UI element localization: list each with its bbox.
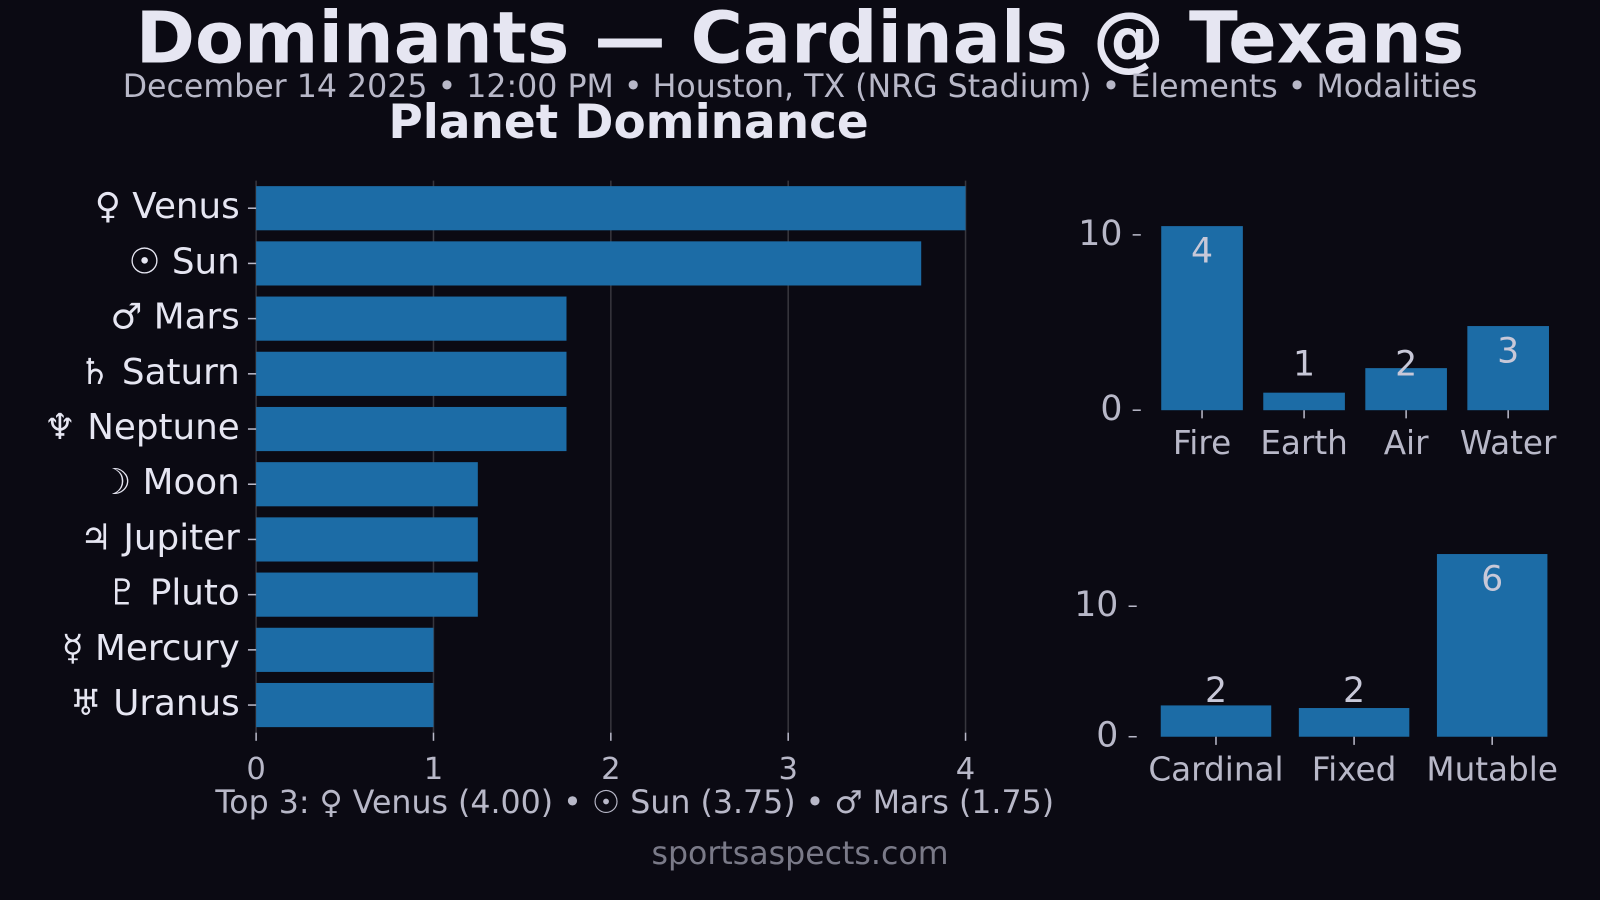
y-tick-label: ♇ Pluto bbox=[107, 573, 240, 614]
y-tick-label: ☿ Mercury bbox=[62, 628, 240, 669]
bar bbox=[1365, 368, 1447, 411]
bar bbox=[256, 517, 478, 562]
x-tick-label: Earth bbox=[1260, 424, 1348, 462]
x-tick-label: 4 bbox=[956, 752, 975, 787]
count-label: 1 bbox=[1293, 344, 1315, 384]
footer: Top 3: ♀ Venus (4.00) • ☉ Sun (3.75) • ♂… bbox=[214, 785, 1054, 821]
bar bbox=[256, 627, 434, 672]
y-tick-label: ♂ Mars bbox=[110, 297, 239, 338]
y-tick-label: ♀ Venus bbox=[95, 186, 240, 227]
y-tick-label: ☽ Moon bbox=[99, 462, 239, 503]
x-tick-label: 3 bbox=[778, 752, 797, 787]
y-tick-label: ♄ Saturn bbox=[79, 352, 240, 393]
y-tick-label: ♅ Uranus bbox=[70, 683, 240, 724]
bar bbox=[1160, 705, 1272, 737]
x-tick-label: 2 bbox=[601, 752, 620, 787]
bar bbox=[256, 682, 434, 728]
bar bbox=[256, 351, 567, 396]
bar bbox=[1467, 326, 1549, 411]
count-label: 6 bbox=[1481, 560, 1503, 600]
x-tick-label: Mutable bbox=[1426, 750, 1558, 788]
count-label: 2 bbox=[1395, 344, 1417, 384]
x-tick-label: Air bbox=[1384, 424, 1429, 462]
x-tick-label: 1 bbox=[424, 752, 443, 787]
y-tick-label: 10 bbox=[1074, 585, 1118, 625]
bar bbox=[1263, 392, 1345, 411]
x-tick-label: 0 bbox=[246, 752, 265, 787]
chart-title: Planet Dominance bbox=[388, 95, 868, 150]
y-tick-label: 10 bbox=[1078, 214, 1122, 254]
bar bbox=[256, 241, 922, 286]
y-tick-label: 0 bbox=[1096, 716, 1118, 756]
page-title: Dominants — Cardinals @ Texans bbox=[136, 0, 1465, 79]
x-tick-label: Cardinal bbox=[1148, 750, 1283, 788]
y-tick-label: ♆ Neptune bbox=[44, 407, 240, 448]
count-label: 3 bbox=[1497, 332, 1519, 372]
x-tick-label: Fixed bbox=[1312, 750, 1397, 788]
bar bbox=[1436, 554, 1548, 737]
y-tick-label: ☉ Sun bbox=[129, 241, 240, 282]
bar bbox=[256, 186, 966, 231]
count-label: 4 bbox=[1191, 232, 1213, 272]
credit: sportsaspects.com bbox=[651, 836, 948, 872]
bar bbox=[256, 296, 567, 341]
bar bbox=[256, 406, 567, 452]
count-label: 2 bbox=[1343, 671, 1365, 711]
bar bbox=[1298, 708, 1410, 737]
count-label: 2 bbox=[1205, 671, 1227, 711]
subtitle: December 14 2025 • 12:00 PM • Houston, T… bbox=[123, 69, 1478, 105]
y-tick-label: 0 bbox=[1100, 389, 1122, 429]
x-tick-label: Fire bbox=[1173, 424, 1231, 462]
bar bbox=[256, 462, 478, 507]
bar bbox=[1161, 226, 1243, 411]
y-tick-label: ♃ Jupiter bbox=[80, 517, 240, 558]
x-tick-label: Water bbox=[1460, 424, 1557, 462]
bar bbox=[256, 572, 478, 617]
